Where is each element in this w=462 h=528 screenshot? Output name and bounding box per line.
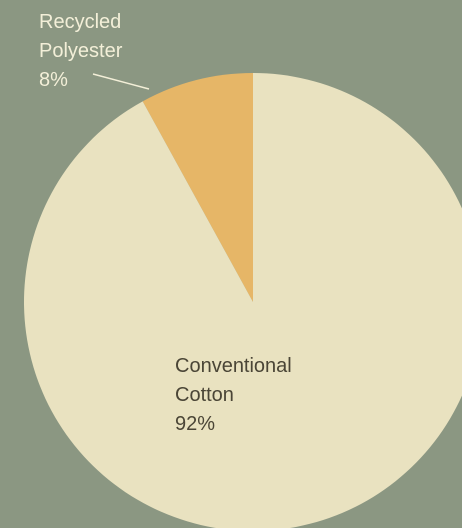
pie-slice-conventional-cotton [24, 73, 462, 528]
slice-label-line: Recycled [39, 11, 122, 33]
leader-line-recycled-polyester [92, 73, 150, 90]
slice-label-line: Polyester [39, 40, 123, 62]
slice-value-label: 92% [175, 413, 216, 435]
slice-label-conventional-cotton: Conventional Cotton 92% [175, 352, 292, 439]
slice-label-recycled-polyester: Recycled Polyester 8% [39, 8, 122, 95]
slice-label-line: Cotton [175, 384, 234, 406]
slice-label-line: Conventional [175, 355, 292, 377]
pie-slice-recycled-polyester [142, 73, 253, 302]
slice-value-label: 8% [39, 69, 68, 91]
pie-slices [24, 73, 462, 528]
